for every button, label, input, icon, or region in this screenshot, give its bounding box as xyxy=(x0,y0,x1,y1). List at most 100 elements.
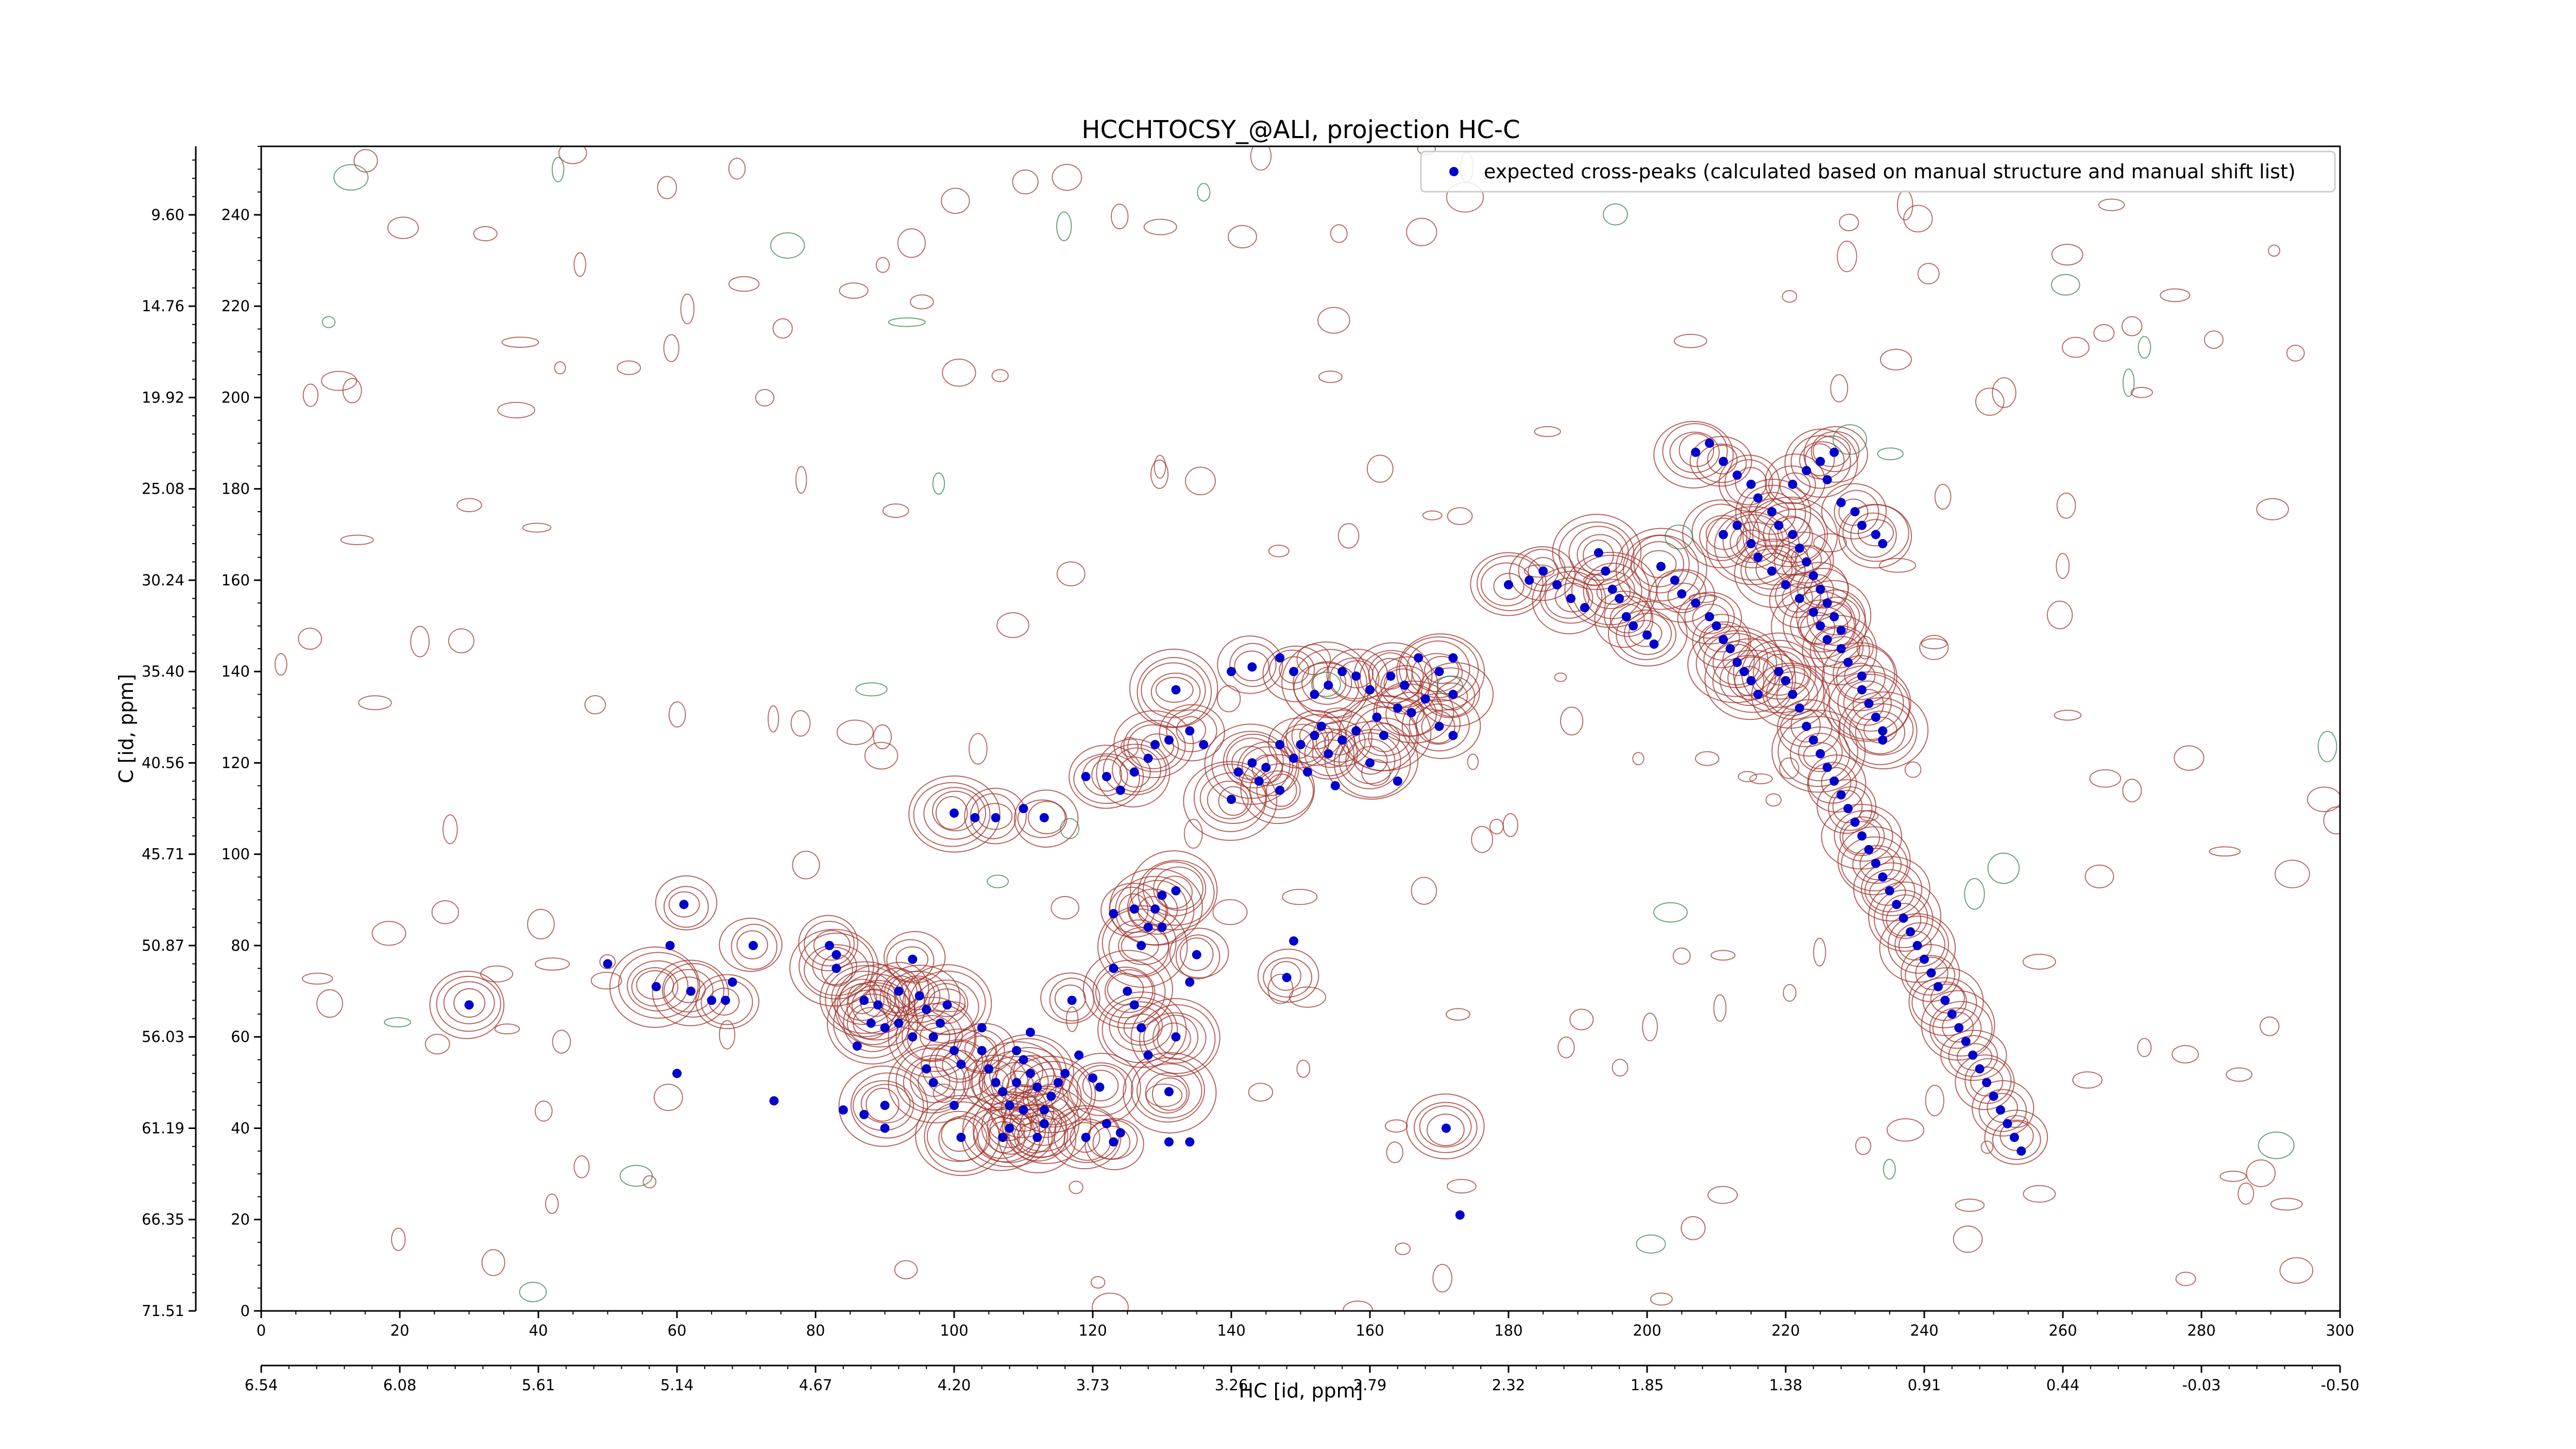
peak-marker xyxy=(1864,845,1874,854)
peak-marker xyxy=(1032,1133,1042,1142)
contour-ring xyxy=(429,970,505,1039)
contour-ring xyxy=(1679,433,1715,467)
noise-contour xyxy=(1447,1178,1477,1194)
peak-marker xyxy=(1566,594,1576,603)
peak-marker xyxy=(1039,1105,1049,1115)
contour-ring xyxy=(1662,423,1728,480)
noise-contour xyxy=(1903,205,1933,233)
ppm-tick-label: 3.26 xyxy=(1215,1376,1248,1394)
noise-contour xyxy=(1917,263,1940,284)
contour-ring xyxy=(1633,541,1685,587)
y-ppm-tick-label: 50.87 xyxy=(142,937,184,954)
peak-marker xyxy=(748,940,758,950)
contour-ring xyxy=(1751,662,1830,729)
peak-marker xyxy=(977,1023,987,1033)
noise-contour xyxy=(1311,671,1341,697)
peak-marker xyxy=(651,982,661,991)
contour-ring xyxy=(436,975,501,1032)
contour-ring xyxy=(1062,1053,1141,1124)
noise-contour xyxy=(1713,994,1727,1022)
peak-marker xyxy=(1420,694,1430,704)
noise-contour xyxy=(1384,1119,1408,1133)
contour-ring xyxy=(1231,746,1269,780)
noise-contour xyxy=(1904,761,1922,778)
contour-ring xyxy=(668,891,700,918)
peak-marker xyxy=(1448,689,1458,699)
peak-marker xyxy=(1878,539,1888,549)
noise-contour xyxy=(1471,825,1494,853)
contour-ring xyxy=(1762,664,1825,720)
contour-ring xyxy=(1002,1086,1092,1164)
contour-ring xyxy=(902,964,992,1044)
noise-contour xyxy=(2267,244,2281,257)
peak-marker xyxy=(1185,977,1195,987)
y-tick-label: 40 xyxy=(231,1119,250,1137)
contour-ring xyxy=(914,1094,1008,1176)
peak-marker xyxy=(942,1000,952,1010)
noise-contour xyxy=(1534,426,1561,437)
peak-marker xyxy=(859,1109,869,1119)
peak-marker xyxy=(1802,466,1811,476)
noise-contour xyxy=(2204,330,2224,349)
noise-contour xyxy=(1560,706,1584,736)
noise-contour xyxy=(1707,1186,1738,1204)
noise-contour xyxy=(969,733,988,765)
chart-title: HCCHTOCSY_@ALI, projection HC-C xyxy=(1081,115,1520,144)
ppm-tick-label: 3.73 xyxy=(1076,1376,1110,1394)
peak-marker xyxy=(1601,566,1611,576)
peak-marker xyxy=(1850,817,1860,827)
contour-ring xyxy=(1799,441,1845,480)
peak-marker xyxy=(1816,457,1825,466)
contour-ring xyxy=(1755,552,1793,586)
noise-contour xyxy=(2323,806,2340,835)
ppm-tick-label: -0.03 xyxy=(2182,1376,2221,1394)
contour-ring xyxy=(1905,955,1956,996)
peak-marker xyxy=(1282,973,1292,983)
peak-marker xyxy=(1185,726,1195,736)
peak-marker xyxy=(1005,1101,1014,1110)
noise-contour xyxy=(1250,146,1272,171)
noise-contour xyxy=(320,370,357,391)
noise-contour xyxy=(882,503,909,518)
noise-contour xyxy=(2022,953,2056,970)
peak-marker xyxy=(894,986,904,996)
contour-ring xyxy=(1984,1109,2048,1165)
noise-contour xyxy=(1343,1300,1374,1311)
contour-ring xyxy=(1873,889,1934,949)
contour-ring xyxy=(1141,662,1206,718)
contour-ring xyxy=(1480,562,1533,606)
noise-contour xyxy=(358,695,392,711)
contour-ring xyxy=(1970,1066,2004,1097)
peak-marker xyxy=(1275,740,1285,750)
peak-marker xyxy=(1074,1050,1084,1060)
contour-ring xyxy=(1908,967,1984,1036)
noise-contour xyxy=(792,850,820,880)
noise-contour xyxy=(573,252,586,277)
contour-ring xyxy=(1577,534,1623,576)
noise-contour xyxy=(1120,737,1139,757)
contour-ring xyxy=(1034,1084,1069,1112)
noise-contour xyxy=(1060,818,1080,839)
x-tick-label: 280 xyxy=(2187,1322,2215,1339)
contour-ring xyxy=(1860,862,1923,917)
peak-marker xyxy=(984,1064,994,1074)
contour-ring xyxy=(1682,499,1760,568)
noise-contour xyxy=(599,954,616,969)
x-tick-label: 260 xyxy=(2048,1322,2077,1339)
contour-ring xyxy=(1879,913,1956,983)
contour-ring xyxy=(1417,662,1494,727)
noise-contour xyxy=(1710,950,1736,961)
contour-ring xyxy=(1669,431,1720,474)
peak-marker xyxy=(727,977,737,987)
noise-contour xyxy=(558,146,587,164)
peak-marker xyxy=(1289,753,1299,763)
contour-ring xyxy=(1421,667,1480,718)
noise-contour xyxy=(527,908,555,940)
contour-ring xyxy=(1396,633,1485,711)
ppm-tick-label: 1.85 xyxy=(1631,1376,1664,1394)
contour-ring xyxy=(1112,747,1162,793)
peak-marker xyxy=(1164,1087,1174,1097)
noise-contour xyxy=(1953,1225,1983,1253)
peak-marker xyxy=(1150,740,1160,750)
